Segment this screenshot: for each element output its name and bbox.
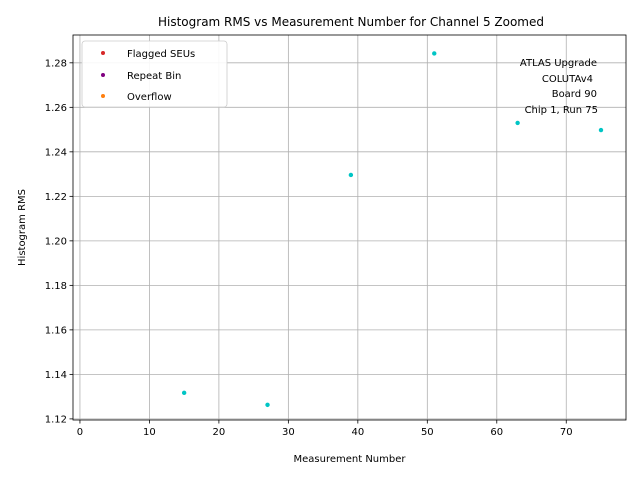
legend-label-repeat-bin: Repeat Bin bbox=[127, 71, 181, 82]
legend-marker-overflow bbox=[101, 94, 105, 98]
data-point bbox=[348, 172, 354, 178]
y-tick-label: 1.16 bbox=[45, 325, 67, 336]
data-point bbox=[598, 127, 604, 133]
x-tick-label: 50 bbox=[421, 427, 434, 438]
legend-box bbox=[81, 40, 228, 108]
y-axis-label: Histogram RMS bbox=[17, 189, 28, 266]
annotation: ATLAS Upgrade COLUTAv4 Board 90 Chip 1, … bbox=[520, 58, 598, 116]
annotation-line-3: Board 90 bbox=[552, 89, 597, 100]
annotation-line-4: Chip 1, Run 75 bbox=[525, 105, 598, 116]
x-axis: 0 10 20 30 40 50 60 70 bbox=[77, 420, 573, 438]
x-tick-label: 0 bbox=[77, 427, 83, 438]
data-point bbox=[181, 390, 187, 396]
y-tick-label: 1.18 bbox=[45, 281, 67, 292]
grid bbox=[73, 35, 626, 420]
plot-frame bbox=[72, 34, 627, 421]
annotation-line-2: COLUTAv4 bbox=[542, 74, 593, 85]
legend-label-flagged-seus: Flagged SEUs bbox=[127, 49, 195, 60]
y-tick-label: 1.28 bbox=[45, 58, 67, 69]
y-tick-label: 1.22 bbox=[45, 192, 67, 203]
y-tick-label: 1.20 bbox=[45, 236, 67, 247]
legend-label-overflow: Overflow bbox=[127, 92, 172, 103]
x-tick-label: 40 bbox=[351, 427, 364, 438]
y-tick-label: 1.24 bbox=[45, 147, 67, 158]
y-tick-label: 1.12 bbox=[45, 414, 67, 425]
legend-marker-flagged-seus bbox=[101, 51, 105, 55]
annotation-line-1: ATLAS Upgrade bbox=[520, 58, 597, 69]
data-point bbox=[515, 120, 520, 126]
x-tick-label: 60 bbox=[490, 427, 503, 438]
data-point bbox=[432, 51, 437, 56]
y-tick-label: 1.26 bbox=[45, 103, 67, 114]
x-axis-label: Measurement Number bbox=[293, 454, 406, 465]
data-points bbox=[181, 51, 604, 408]
legend: Flagged SEUs Repeat Bin Overflow bbox=[81, 40, 228, 108]
legend-marker-repeat-bin bbox=[101, 73, 105, 77]
chart-title: Histogram RMS vs Measurement Number for … bbox=[158, 15, 544, 29]
x-tick-label: 20 bbox=[213, 427, 226, 438]
x-tick-label: 30 bbox=[282, 427, 295, 438]
data-point bbox=[265, 402, 270, 408]
x-tick-label: 70 bbox=[560, 427, 573, 438]
y-axis: 1.12 1.14 1.16 1.18 1.20 1.22 1.24 1.26 1.28 bbox=[45, 58, 73, 425]
x-tick-label: 10 bbox=[143, 427, 156, 438]
y-tick-label: 1.14 bbox=[45, 370, 67, 381]
